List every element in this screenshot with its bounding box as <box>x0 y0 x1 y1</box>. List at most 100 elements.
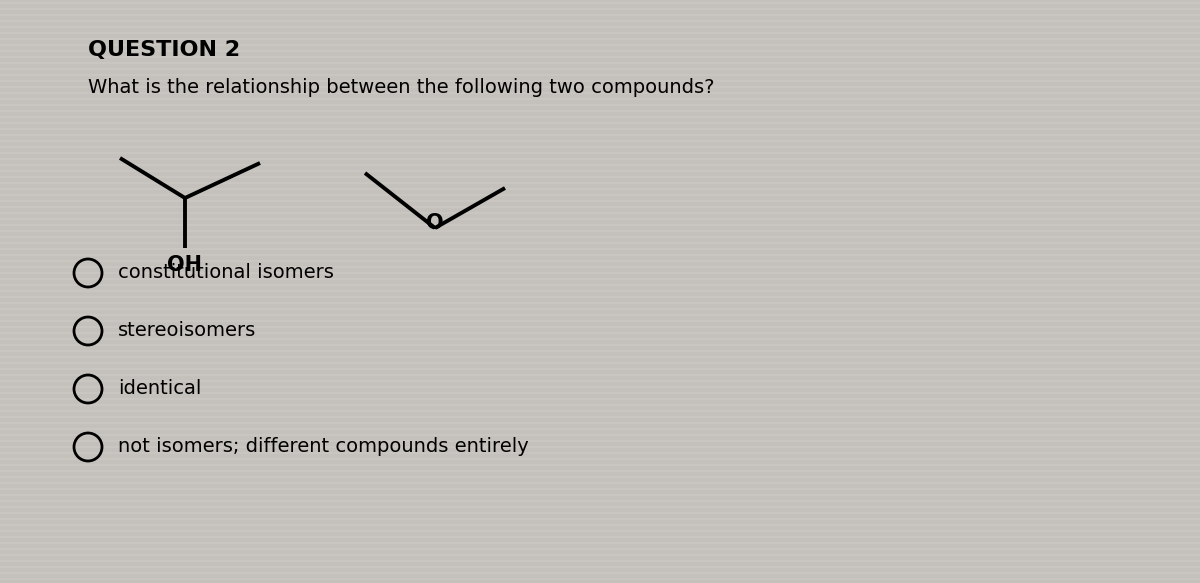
Text: OH: OH <box>168 255 203 275</box>
Bar <box>0 580 1200 583</box>
Bar <box>0 310 1200 313</box>
Bar <box>0 466 1200 469</box>
Bar <box>0 562 1200 565</box>
Bar <box>0 88 1200 91</box>
Bar <box>0 40 1200 43</box>
Bar <box>0 430 1200 433</box>
Text: not isomers; different compounds entirely: not isomers; different compounds entirel… <box>118 437 529 456</box>
Bar <box>0 0 1200 1</box>
Bar <box>0 454 1200 457</box>
Text: identical: identical <box>118 380 202 399</box>
Bar <box>0 364 1200 367</box>
Bar <box>0 346 1200 349</box>
Bar <box>0 556 1200 559</box>
Bar <box>0 232 1200 235</box>
Bar <box>0 316 1200 319</box>
Bar <box>0 190 1200 193</box>
Bar <box>0 4 1200 7</box>
Bar <box>0 166 1200 169</box>
Bar <box>0 46 1200 49</box>
Bar <box>0 292 1200 295</box>
Bar <box>0 532 1200 535</box>
Bar <box>0 442 1200 445</box>
Bar <box>0 220 1200 223</box>
Bar <box>0 130 1200 133</box>
Bar <box>0 184 1200 187</box>
Bar <box>0 118 1200 121</box>
Bar <box>0 382 1200 385</box>
Bar <box>0 58 1200 61</box>
Bar <box>0 424 1200 427</box>
Bar <box>0 394 1200 397</box>
Bar <box>0 250 1200 253</box>
Bar <box>0 22 1200 25</box>
Bar <box>0 352 1200 355</box>
Bar <box>0 172 1200 175</box>
Bar <box>0 100 1200 103</box>
Bar <box>0 412 1200 415</box>
Bar <box>0 376 1200 379</box>
Text: What is the relationship between the following two compounds?: What is the relationship between the fol… <box>88 78 714 97</box>
Bar <box>0 322 1200 325</box>
Bar <box>0 370 1200 373</box>
Bar <box>0 340 1200 343</box>
Bar <box>0 262 1200 265</box>
Bar <box>0 28 1200 31</box>
Text: stereoisomers: stereoisomers <box>118 321 257 340</box>
Bar <box>0 526 1200 529</box>
Bar <box>0 298 1200 301</box>
Bar <box>0 10 1200 13</box>
Bar <box>0 142 1200 145</box>
Bar <box>0 136 1200 139</box>
Bar <box>0 160 1200 163</box>
Bar <box>0 400 1200 403</box>
Bar <box>0 202 1200 205</box>
Bar <box>0 406 1200 409</box>
Bar <box>0 274 1200 277</box>
Bar <box>0 238 1200 241</box>
Bar <box>0 208 1200 211</box>
Bar <box>0 148 1200 151</box>
Bar <box>0 544 1200 547</box>
Bar <box>0 286 1200 289</box>
Bar <box>0 154 1200 157</box>
Bar <box>0 82 1200 85</box>
Bar <box>0 94 1200 97</box>
Bar <box>0 358 1200 361</box>
Text: O: O <box>426 213 444 233</box>
Bar <box>0 514 1200 517</box>
Bar <box>0 478 1200 481</box>
Bar <box>0 490 1200 493</box>
Bar <box>0 256 1200 259</box>
Bar <box>0 550 1200 553</box>
Bar <box>0 502 1200 505</box>
Bar <box>0 334 1200 337</box>
Bar <box>0 538 1200 541</box>
Bar <box>0 496 1200 499</box>
Bar <box>0 178 1200 181</box>
Bar <box>0 484 1200 487</box>
Bar <box>0 70 1200 73</box>
Bar <box>0 520 1200 523</box>
Bar <box>0 124 1200 127</box>
Bar <box>0 52 1200 55</box>
Bar <box>0 34 1200 37</box>
Bar <box>0 448 1200 451</box>
Bar <box>0 106 1200 109</box>
Bar <box>0 196 1200 199</box>
Bar <box>0 418 1200 421</box>
Text: constitutional isomers: constitutional isomers <box>118 264 334 283</box>
Bar <box>0 508 1200 511</box>
Bar <box>0 280 1200 283</box>
Bar <box>0 76 1200 79</box>
Bar <box>0 64 1200 67</box>
Bar <box>0 16 1200 19</box>
Bar <box>0 436 1200 439</box>
Text: QUESTION 2: QUESTION 2 <box>88 40 240 60</box>
Bar <box>0 268 1200 271</box>
Bar <box>0 304 1200 307</box>
Bar <box>0 244 1200 247</box>
Bar <box>0 574 1200 577</box>
Bar <box>0 328 1200 331</box>
Bar <box>0 226 1200 229</box>
